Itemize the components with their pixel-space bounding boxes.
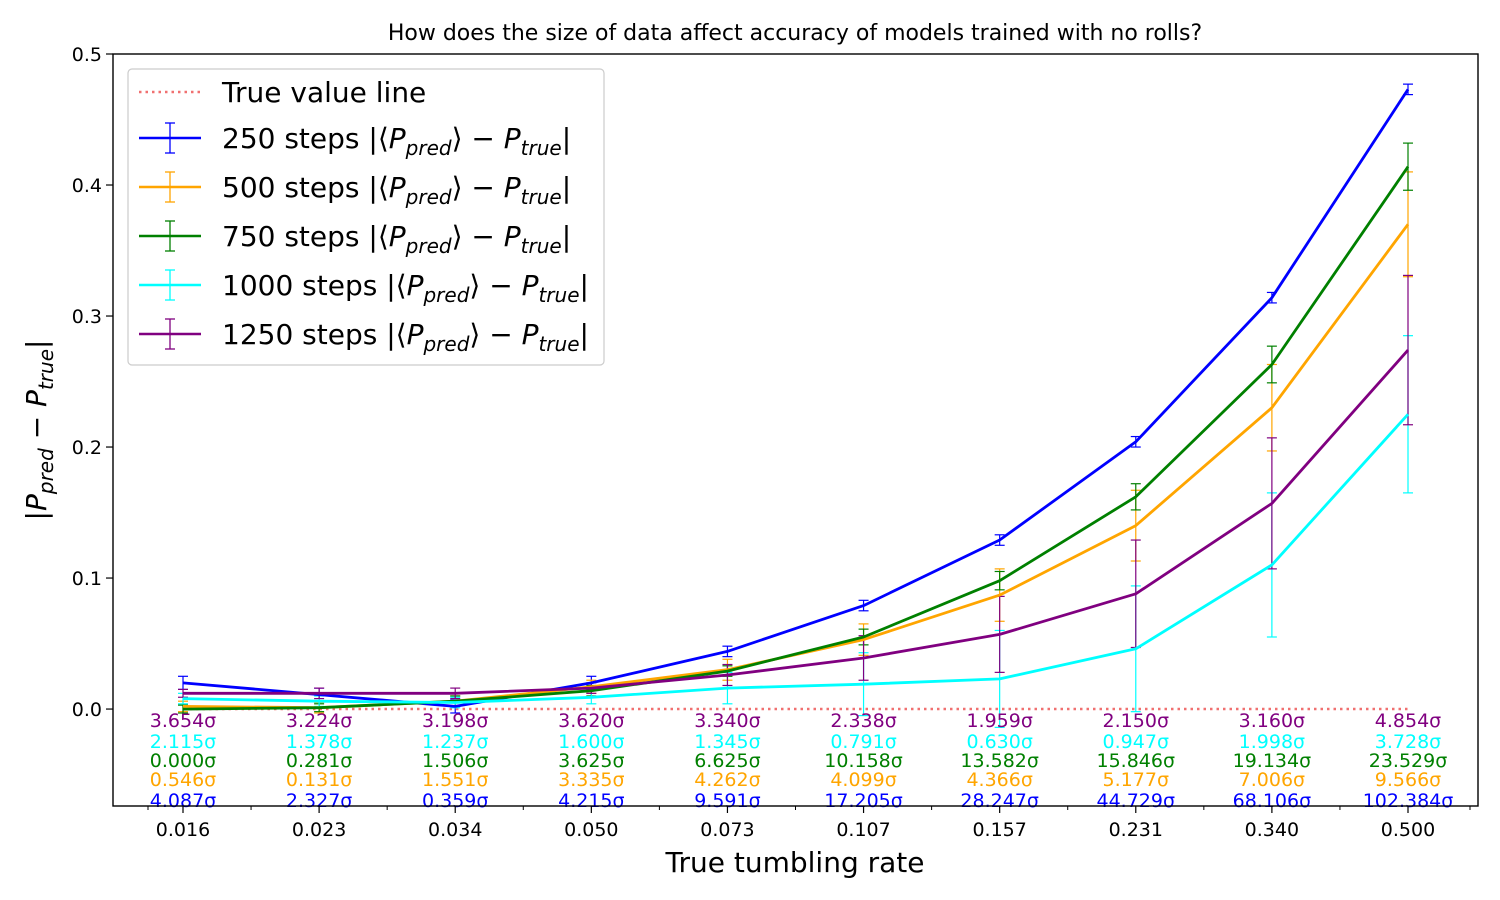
y-tick-label: 0.5 [72,44,102,66]
sigma-label: 9.566σ [1375,769,1441,791]
sigma-label: 3.654σ [150,710,216,732]
sigma-label: 0.131σ [286,769,352,791]
sigma-label: 0.947σ [1103,731,1169,753]
sigma-label: 5.177σ [1103,769,1169,791]
sigma-label: 23.529σ [1369,750,1448,772]
sigma-label: 7.006σ [1239,769,1305,791]
sigma-label: 6.625σ [694,750,760,772]
legend-box [127,68,605,366]
chart-title: How does the size of data affect accurac… [388,21,1202,46]
x-tick-label: 0.034 [428,819,482,841]
y-tick-label: 0.1 [72,568,102,590]
series-line [182,165,1410,711]
legend: True value line 250 steps |⟨Ppred⟩ − Ptru… [127,68,605,366]
sigma-label: 1.600σ [558,731,624,753]
sigma-label: 3.620σ [558,710,624,732]
y-axis-label: |Ppred − Ptrue| [20,340,58,521]
y-tick-label: 0.4 [72,175,102,197]
sigma-label: 1.237σ [422,731,488,753]
legend-label: 1250 steps |⟨Ppred⟩ − Ptrue| [222,318,589,356]
sigma-label: 3.224σ [286,710,352,732]
sigma-label: 4.099σ [830,769,896,791]
sigma-label: 1.378σ [286,731,352,753]
legend-label: 250 steps |⟨Ppred⟩ − Ptrue| [222,122,571,160]
sigma-label: 0.281σ [286,750,352,772]
sigma-label: 2.338σ [830,710,896,732]
x-tick-label: 0.500 [1381,819,1435,841]
sigma-label: 10.158σ [824,750,903,772]
x-tick-label: 0.231 [1109,819,1163,841]
legend-label: 750 steps |⟨Ppred⟩ − Ptrue| [222,220,571,258]
sigma-label: 4.366σ [966,769,1032,791]
x-tick-label: 0.107 [836,819,890,841]
x-tick-label: 0.073 [700,819,754,841]
sigma-label: 1.959σ [966,710,1032,732]
x-tick-label: 0.016 [156,819,210,841]
sigma-label: 1.551σ [422,769,488,791]
sigma-label: 1.345σ [694,731,760,753]
sigma-label: 3.728σ [1375,731,1441,753]
sigma-label: 1.998σ [1239,731,1305,753]
legend-label: 1000 steps |⟨Ppred⟩ − Ptrue| [222,269,589,307]
sigma-label: 0.630σ [966,731,1032,753]
legend-label: 500 steps |⟨Ppred⟩ − Ptrue| [222,171,571,209]
sigma-label: 3.160σ [1239,710,1305,732]
sigma-label: 2.150σ [1103,710,1169,732]
y-tick-label: 0.2 [72,437,102,459]
sigma-label: 3.625σ [558,750,624,772]
legend-label-reference: True value line [221,76,426,109]
sigma-label: 3.335σ [558,769,624,791]
sigma-label: 0.791σ [830,731,896,753]
x-tick-label: 0.050 [564,819,618,841]
x-tick-label: 0.157 [972,819,1026,841]
sigma-label: 15.846σ [1097,750,1176,772]
sigma-label: 3.340σ [694,710,760,732]
series-line [182,413,1410,704]
sigma-label: 3.198σ [422,710,488,732]
y-tick-label: 0.0 [72,699,102,721]
x-axis-label: True tumbling rate [665,846,925,879]
sigma-label: 1.506σ [422,750,488,772]
plot-area: 3.654σ 3.224σ 3.198σ 3.620σ 3.340σ 2.338σ 1.95… [20,44,1479,841]
series-line [183,349,1410,695]
sigma-label: 4.854σ [1375,710,1441,732]
sigma-label: 19.134σ [1233,750,1312,772]
x-tick-label: 0.340 [1245,819,1299,841]
sigma-label: 0.000σ [150,750,216,772]
sigma-label: 4.262σ [694,769,760,791]
y-tick-label: 0.3 [72,306,102,328]
sigma-label: 13.582σ [960,750,1039,772]
sigma-label: 2.115σ [150,731,216,753]
x-tick-label: 0.023 [292,819,346,841]
sigma-label: 0.546σ [150,769,216,791]
